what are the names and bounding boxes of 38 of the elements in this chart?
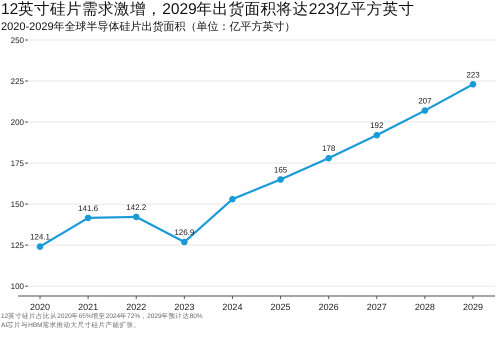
data-label: 165	[274, 165, 288, 174]
data-label: 126.9	[174, 228, 195, 238]
data-label: 207	[418, 96, 432, 106]
x-tick-label: 2025	[270, 302, 291, 312]
y-tick-label: 225	[10, 77, 25, 86]
x-tick-label: 2027	[366, 302, 387, 312]
x-tick-label: 2028	[414, 302, 435, 312]
point	[84, 214, 92, 222]
data-label: 142.2	[126, 202, 147, 212]
y-tick-label: 250	[10, 36, 25, 45]
x-tick-label: 2024	[222, 302, 242, 312]
y-tick-label: 200	[10, 118, 25, 128]
chart-subtitle: 2020-2029年全球半导体硅片出货面积（单位：亿平方英寸）	[1, 20, 296, 33]
point	[373, 132, 380, 138]
x-tick-label: 2026	[318, 302, 339, 312]
point	[470, 81, 476, 88]
point	[422, 107, 428, 114]
point	[277, 176, 284, 183]
data-label: 124.1	[30, 232, 51, 242]
y-tick-label: 125	[10, 241, 25, 250]
point	[229, 196, 236, 202]
x-tick-label: 2021	[78, 302, 98, 312]
point	[181, 238, 188, 246]
data-label: 178	[322, 144, 336, 154]
point	[36, 243, 44, 250]
x-tick-label: 2022	[126, 302, 146, 312]
x-tick-label: 2029	[462, 302, 484, 312]
x-tick-label: 2023	[174, 302, 194, 312]
point	[132, 214, 140, 220]
data-label: 141.6	[78, 204, 99, 213]
data-label: 192	[370, 121, 384, 130]
x-tick-label: 2020	[30, 302, 50, 312]
chart-title: 12英寸硅片需求激增，2029年出货面积将达223亿平方英寸	[1, 0, 415, 18]
y-tick-label: 175	[10, 159, 25, 168]
y-tick-label: 150	[10, 200, 25, 210]
point	[325, 154, 332, 162]
y-tick-label: 100	[10, 282, 25, 292]
data-label: 223	[466, 70, 480, 80]
